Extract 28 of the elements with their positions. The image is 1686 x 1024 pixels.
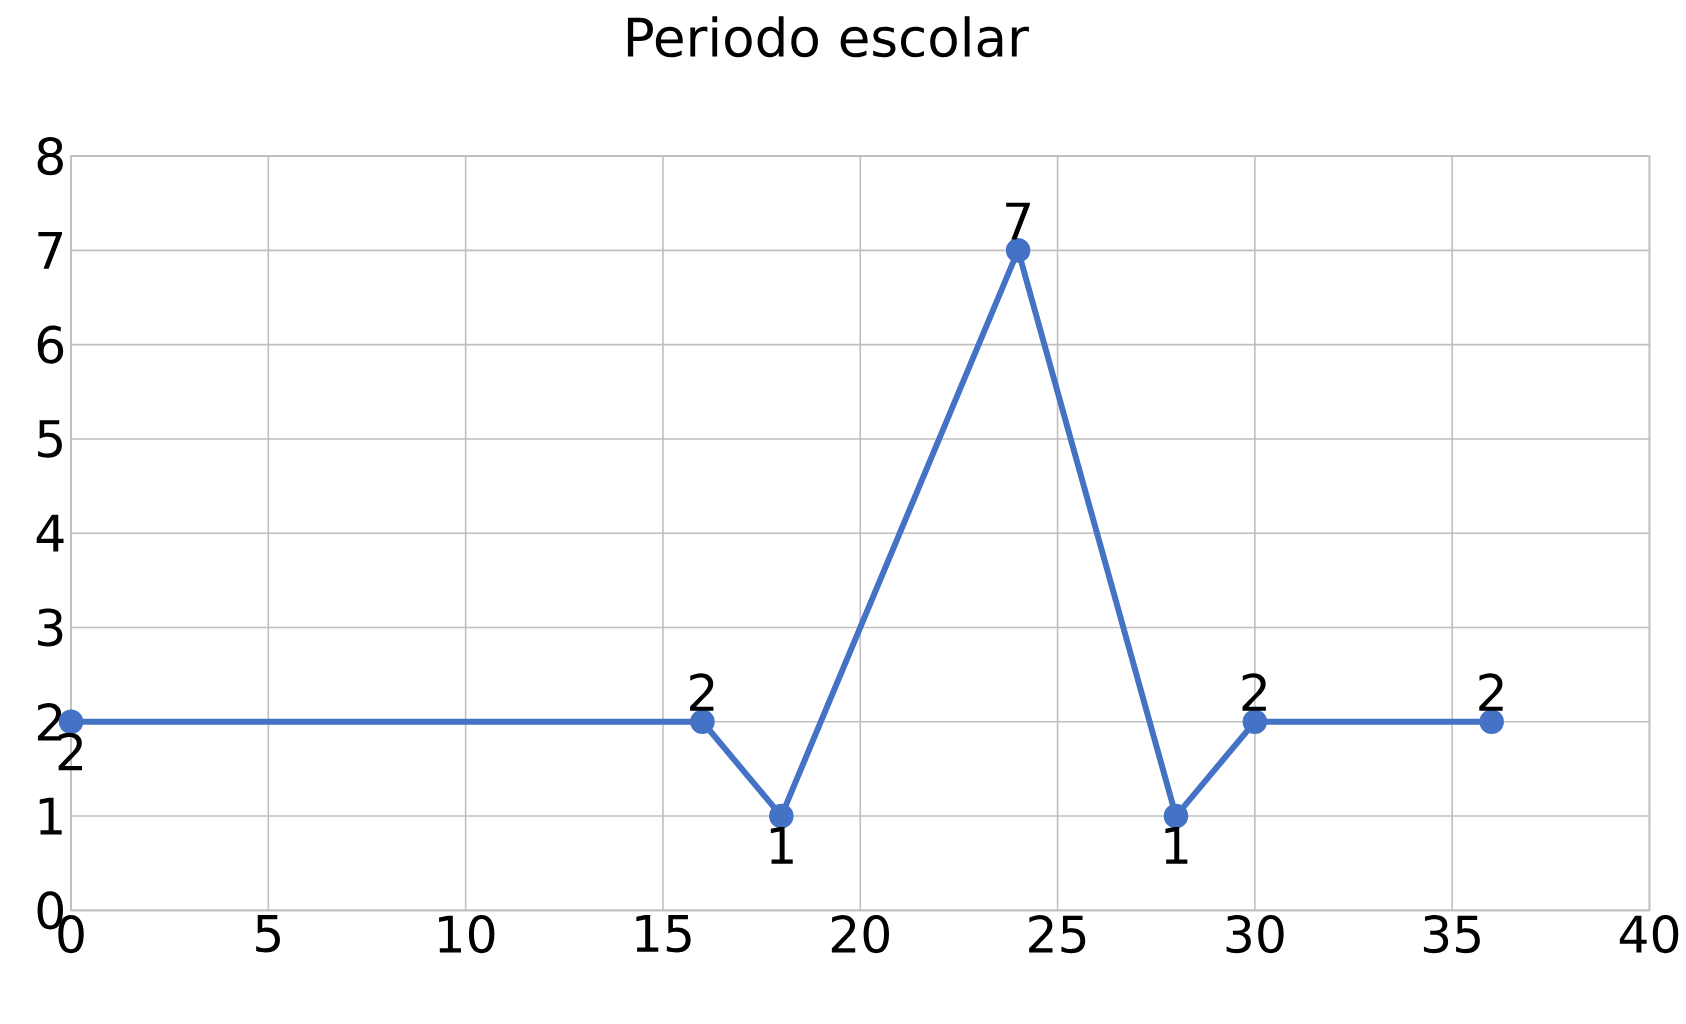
x-tick-label: 10 <box>439 915 495 954</box>
x-tick-label: 15 <box>636 915 691 953</box>
point <box>769 803 794 829</box>
chart-title: Periodo escolar <box>627 16 1029 58</box>
x-tick-label: 40 <box>1619 915 1679 954</box>
x-tick-label: 35 <box>1423 915 1480 954</box>
point <box>1005 238 1031 263</box>
data-label: 2 <box>690 673 714 712</box>
point <box>1479 709 1504 735</box>
x-tick-label: 20 <box>831 915 889 954</box>
data-label: 2 <box>1479 673 1503 712</box>
data-label: 2 <box>1242 673 1266 712</box>
x-tick-label: 5 <box>256 915 280 953</box>
y-tick-label: 1 <box>39 797 62 835</box>
point <box>690 709 715 735</box>
point <box>1242 709 1268 735</box>
point <box>1163 803 1189 829</box>
x-tick-label: 30 <box>1226 915 1284 954</box>
y-tick-label: 3 <box>38 608 63 647</box>
data-label: 1 <box>1165 827 1188 864</box>
x-tick-label: 25 <box>1029 915 1086 954</box>
y-tick-label: 5 <box>38 420 62 458</box>
y-tick-label: 6 <box>37 325 64 364</box>
data-label: 7 <box>1006 202 1030 240</box>
y-tick-label: 7 <box>38 232 63 269</box>
data-label: 1 <box>770 827 793 864</box>
y-tick-label: 8 <box>37 137 63 176</box>
y-tick-label: 4 <box>36 515 64 552</box>
